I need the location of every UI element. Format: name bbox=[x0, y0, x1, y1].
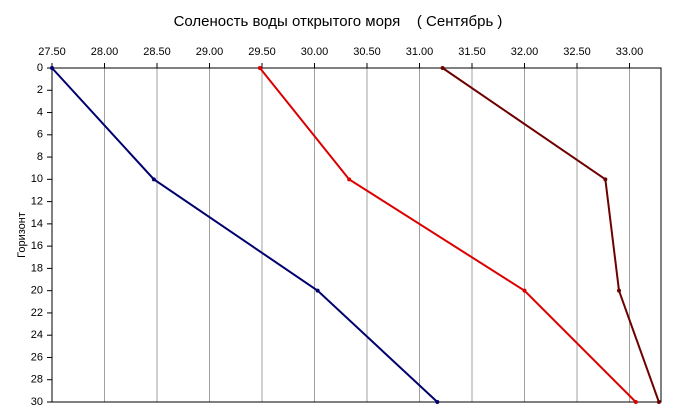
x-tick-label: 33.00 bbox=[616, 46, 644, 58]
x-tick-label: 31.50 bbox=[458, 46, 486, 58]
y-tick-label: 2 bbox=[37, 84, 43, 96]
chart-title: Соленость воды открытого моря ( Сентябрь… bbox=[174, 13, 503, 30]
point bbox=[617, 288, 621, 293]
y-tick-label: 0 bbox=[37, 62, 43, 74]
y-tick-label: 30 bbox=[31, 396, 43, 408]
point bbox=[257, 66, 262, 70]
y-tick-label: 12 bbox=[31, 196, 43, 208]
y-tick-label: 18 bbox=[31, 262, 43, 274]
series-line bbox=[51, 67, 439, 403]
y-tick-label: 8 bbox=[37, 151, 43, 163]
point bbox=[151, 177, 156, 182]
y-tick-label: 20 bbox=[31, 285, 43, 297]
y-tick-label: 10 bbox=[31, 173, 43, 185]
x-tick-label: 31.00 bbox=[406, 46, 434, 58]
point bbox=[440, 66, 445, 70]
x-tick-label: 28.50 bbox=[143, 46, 171, 58]
point bbox=[347, 177, 352, 182]
point bbox=[435, 400, 440, 404]
point bbox=[522, 288, 527, 293]
y-tick-label: 26 bbox=[31, 351, 43, 363]
y-tick-label: 4 bbox=[37, 106, 43, 118]
y-tick-label: 16 bbox=[31, 240, 43, 252]
y-tick-label: 24 bbox=[31, 329, 43, 341]
x-tick-label: 28.00 bbox=[91, 46, 119, 58]
x-tick-label: 27.50 bbox=[38, 46, 66, 58]
plot-frame bbox=[51, 67, 662, 403]
point bbox=[633, 400, 638, 404]
series-line bbox=[259, 67, 637, 403]
y-tick-label: 28 bbox=[31, 374, 43, 386]
point bbox=[315, 288, 320, 293]
x-tick-label: 29.00 bbox=[196, 46, 224, 58]
y-axis-label: Горизонт bbox=[16, 212, 28, 258]
point bbox=[603, 177, 608, 182]
y-tick-label: 14 bbox=[31, 218, 43, 230]
x-tick-label: 30.00 bbox=[301, 46, 329, 58]
y-tick-label: 6 bbox=[37, 129, 43, 141]
series-line bbox=[442, 67, 660, 403]
x-tick-label: 29.50 bbox=[248, 46, 276, 58]
x-tick-label: 32.00 bbox=[511, 46, 539, 58]
y-tick-label: 22 bbox=[31, 307, 43, 319]
x-tick-label: 30.50 bbox=[353, 46, 381, 58]
point bbox=[50, 66, 54, 70]
x-tick-label: 32.50 bbox=[563, 46, 591, 58]
point bbox=[656, 400, 661, 404]
